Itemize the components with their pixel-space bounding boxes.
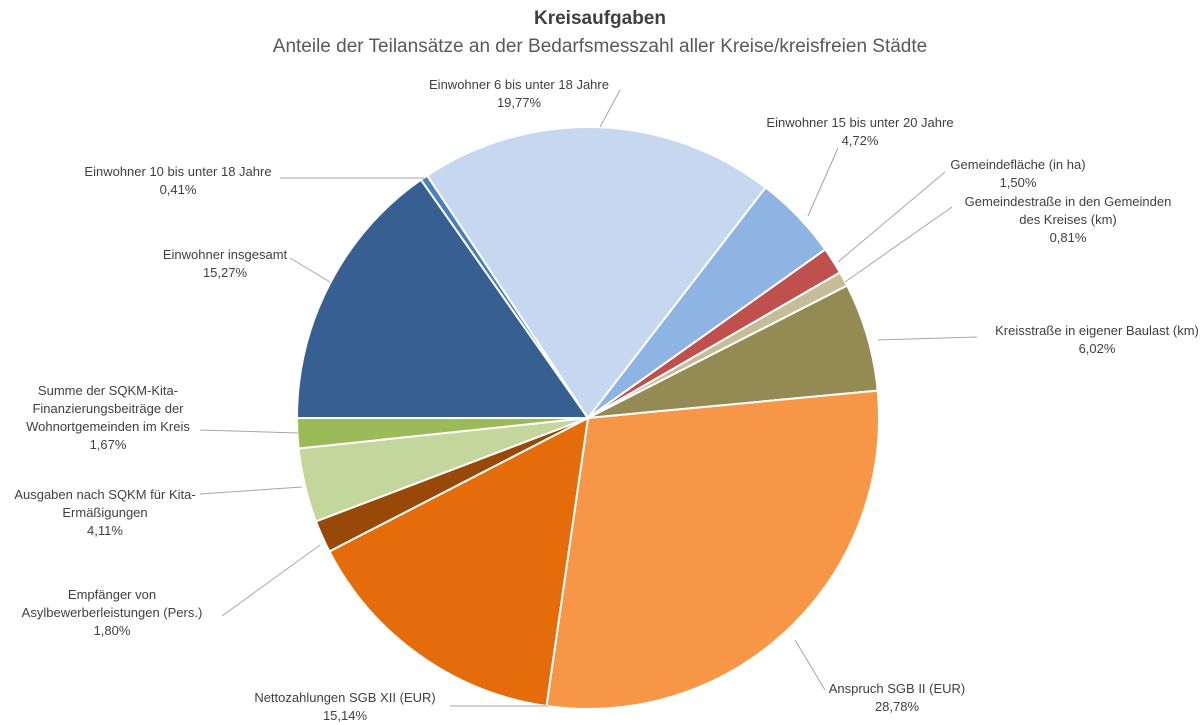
value-label: 15,14% — [322, 708, 368, 723]
leader-line — [837, 171, 946, 263]
value-label: 15,27% — [202, 265, 248, 280]
pie-slice — [425, 126, 768, 420]
data-label: Einwohner 15 bis unter 20 Jahre 4,72% — [750, 114, 970, 150]
category-label: Einwohner 15 bis unter 20 Jahre — [766, 115, 954, 130]
value-label: 0,81% — [1049, 230, 1087, 245]
value-label: 6,02% — [1078, 341, 1116, 356]
data-label: Nettozahlungen SGB XII (EUR) 15,14% — [240, 689, 450, 725]
data-label: Einwohner 6 bis unter 18 Jahre 19,77% — [404, 76, 634, 112]
value-label: 19,77% — [496, 95, 542, 110]
category-label: Einwohner 10 bis unter 18 Jahre — [84, 164, 272, 179]
data-label: Einwohner 10 bis unter 18 Jahre 0,41% — [63, 163, 293, 199]
pie-slice — [328, 416, 590, 708]
category-label: Kreisstraße in eigener Baulast (km) — [995, 323, 1199, 338]
data-label: Einwohner insgesamt 15,27% — [125, 246, 325, 282]
value-label: 4,72% — [841, 133, 879, 148]
category-label: Einwohner 6 bis unter 18 Jahre — [429, 77, 609, 92]
chart-title: Kreisaufgaben — [534, 8, 666, 29]
chart-subtitle: Anteile der Teilansätze an der Bedarfsme… — [272, 36, 928, 57]
leader-line — [807, 147, 839, 217]
category-label: Gemeindefläche (in ha) — [950, 157, 1086, 172]
category-label: Gemeindestraße in den Gemeinden des Krei… — [964, 194, 1172, 227]
leader-line — [844, 206, 953, 283]
category-label: Einwohner insgesamt — [162, 247, 288, 262]
leader-line — [599, 89, 621, 128]
pie-slice — [545, 389, 881, 710]
category-label: Ausgaben nach SQKM für Kita-Ermäßigungen — [14, 487, 196, 520]
data-label: Ausgaben nach SQKM für Kita-Ermäßigungen… — [5, 486, 205, 540]
data-label: Gemeindestraße in den Gemeinden des Krei… — [953, 193, 1183, 247]
value-label: 28,78% — [874, 699, 920, 714]
data-label: Summe der SQKM-Kita-Finanzierungsbeiträg… — [8, 382, 208, 454]
data-label: Gemeindefläche (in ha) 1,50% — [948, 156, 1088, 192]
leader-line — [199, 486, 303, 495]
value-label: 1,50% — [999, 175, 1037, 190]
data-label: Kreisstraße in eigener Baulast (km) 6,02% — [967, 322, 1200, 358]
category-label: Empfänger von Asylbewerberleistungen (Pe… — [21, 587, 203, 620]
data-label: Anspruch SGB II (EUR) 28,78% — [817, 680, 977, 716]
category-label: Nettozahlungen SGB XII (EUR) — [254, 690, 436, 705]
pie-slice — [295, 178, 590, 419]
leader-line — [221, 544, 321, 617]
data-label: Empfänger von Asylbewerberleistungen (Pe… — [12, 586, 212, 640]
value-label: 0,41% — [159, 182, 197, 197]
category-label: Summe der SQKM-Kita-Finanzierungsbeiträg… — [26, 383, 190, 434]
value-label: 1,67% — [89, 437, 127, 452]
leader-line — [199, 429, 299, 434]
value-label: 4,11% — [87, 523, 123, 538]
value-label: 1,80% — [93, 623, 131, 638]
category-label: Anspruch SGB II (EUR) — [828, 681, 966, 696]
leader-line — [289, 257, 331, 283]
leader-line — [877, 336, 978, 341]
leader-line — [794, 639, 826, 691]
